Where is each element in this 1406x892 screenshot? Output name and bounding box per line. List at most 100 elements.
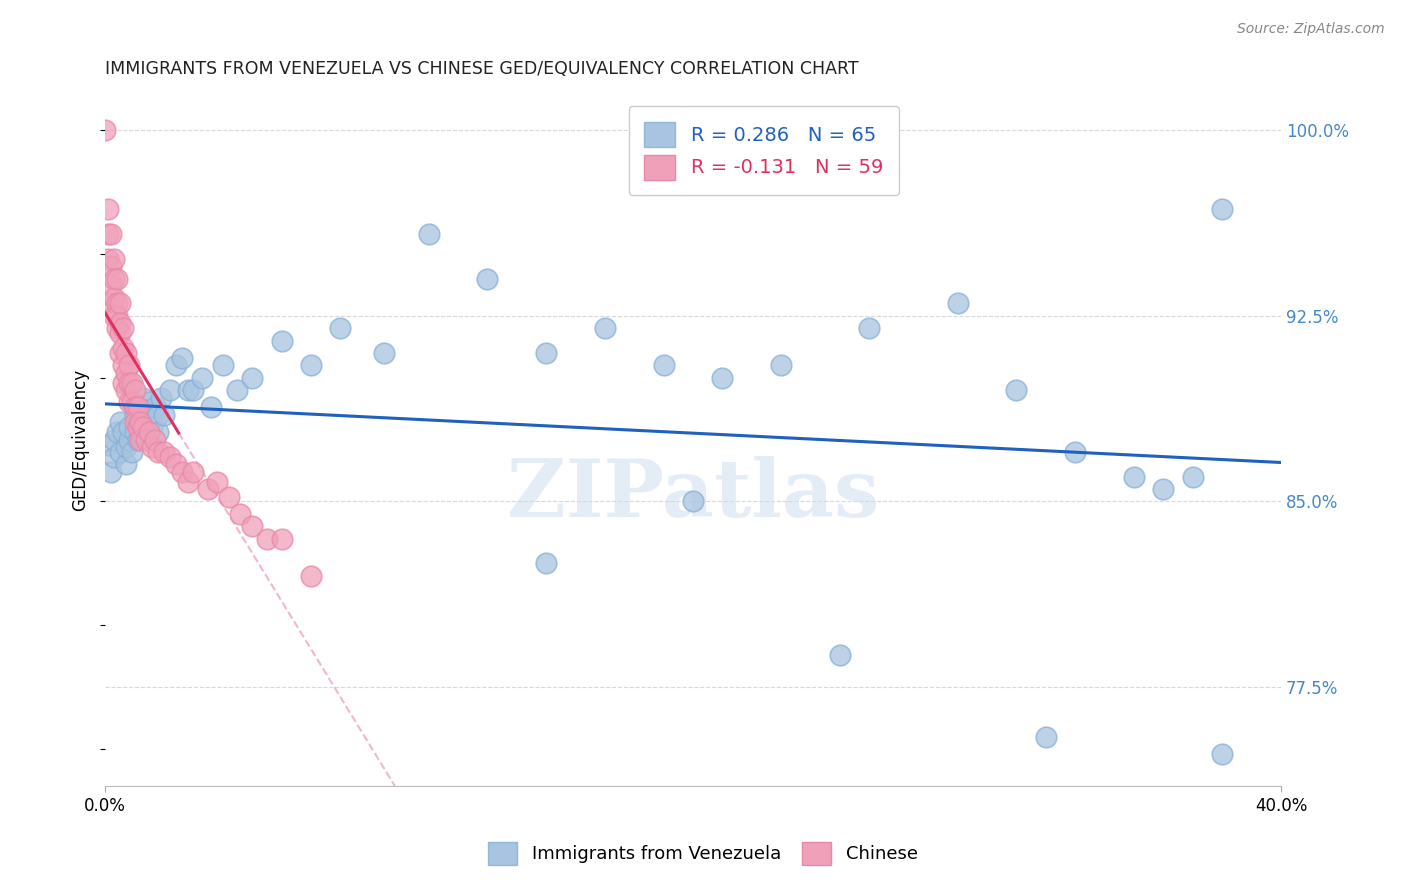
Point: [146, 445, 169, 459]
Point: [138, 425, 160, 439]
Point: [103, 252, 125, 266]
Point: [141, 440, 163, 454]
Point: [226, 383, 249, 397]
Text: ZIPatlas: ZIPatlas: [508, 456, 879, 534]
Point: [124, 401, 146, 415]
Point: [477, 271, 499, 285]
Point: [1211, 747, 1233, 761]
Point: [146, 425, 169, 439]
Point: [146, 408, 169, 422]
Point: [111, 425, 134, 439]
Point: [1123, 469, 1146, 483]
Point: [299, 359, 322, 373]
Point: [593, 321, 616, 335]
Point: [100, 260, 122, 274]
Point: [1005, 383, 1028, 397]
Point: [150, 391, 173, 405]
Point: [205, 475, 228, 489]
Point: [159, 383, 181, 397]
Point: [108, 445, 131, 459]
Point: [652, 359, 675, 373]
Point: [132, 391, 155, 405]
Point: [711, 370, 734, 384]
Point: [103, 271, 125, 285]
Point: [114, 366, 136, 380]
Point: [114, 383, 136, 397]
Point: [118, 395, 141, 409]
Point: [127, 433, 149, 447]
Point: [240, 370, 263, 384]
Point: [418, 227, 440, 241]
Point: [170, 351, 193, 365]
Point: [97, 437, 120, 451]
Point: [153, 445, 176, 459]
Point: [858, 321, 880, 335]
Point: [270, 334, 292, 348]
Point: [183, 465, 205, 479]
Point: [770, 359, 793, 373]
Point: [100, 465, 122, 479]
Point: [129, 433, 152, 447]
Point: [183, 383, 205, 397]
Point: [153, 408, 176, 422]
Point: [97, 202, 120, 217]
Point: [114, 346, 136, 360]
Point: [127, 415, 149, 429]
Point: [534, 346, 557, 360]
Point: [132, 408, 155, 422]
Point: [165, 359, 187, 373]
Point: [135, 433, 157, 447]
Point: [1181, 469, 1204, 483]
Point: [270, 532, 292, 546]
Point: [828, 648, 851, 662]
Point: [121, 445, 143, 459]
Text: Source: ZipAtlas.com: Source: ZipAtlas.com: [1237, 22, 1385, 37]
Point: [191, 370, 214, 384]
Point: [1152, 482, 1174, 496]
Point: [105, 271, 128, 285]
Point: [111, 376, 134, 390]
Point: [200, 401, 222, 415]
Point: [103, 292, 125, 306]
Legend: Immigrants from Venezuela, Chinese: Immigrants from Venezuela, Chinese: [479, 833, 927, 874]
Point: [129, 401, 152, 415]
Point: [118, 433, 141, 447]
Point: [534, 557, 557, 571]
Point: [299, 568, 322, 582]
Point: [127, 401, 149, 415]
Point: [1035, 730, 1057, 744]
Point: [105, 425, 128, 439]
Point: [94, 123, 117, 137]
Point: [129, 415, 152, 429]
Point: [138, 425, 160, 439]
Point: [682, 494, 704, 508]
Point: [141, 408, 163, 422]
Point: [103, 309, 125, 323]
Point: [170, 465, 193, 479]
Point: [127, 420, 149, 434]
Point: [103, 433, 125, 447]
Point: [118, 359, 141, 373]
Point: [124, 415, 146, 429]
Point: [138, 395, 160, 409]
Point: [103, 450, 125, 464]
Point: [97, 252, 120, 266]
Point: [100, 227, 122, 241]
Point: [165, 458, 187, 472]
Point: [105, 309, 128, 323]
Legend: R = 0.286   N = 65, R = -0.131   N = 59: R = 0.286 N = 65, R = -0.131 N = 59: [628, 106, 898, 195]
Point: [108, 316, 131, 330]
Point: [176, 475, 198, 489]
Point: [159, 450, 181, 464]
Point: [143, 401, 166, 415]
Point: [100, 296, 122, 310]
Point: [97, 227, 120, 241]
Point: [143, 433, 166, 447]
Text: IMMIGRANTS FROM VENEZUELA VS CHINESE GED/EQUIVALENCY CORRELATION CHART: IMMIGRANTS FROM VENEZUELA VS CHINESE GED…: [105, 60, 859, 78]
Point: [121, 376, 143, 390]
Point: [108, 415, 131, 429]
Point: [124, 408, 146, 422]
Point: [111, 341, 134, 355]
Point: [108, 326, 131, 340]
Point: [114, 440, 136, 454]
